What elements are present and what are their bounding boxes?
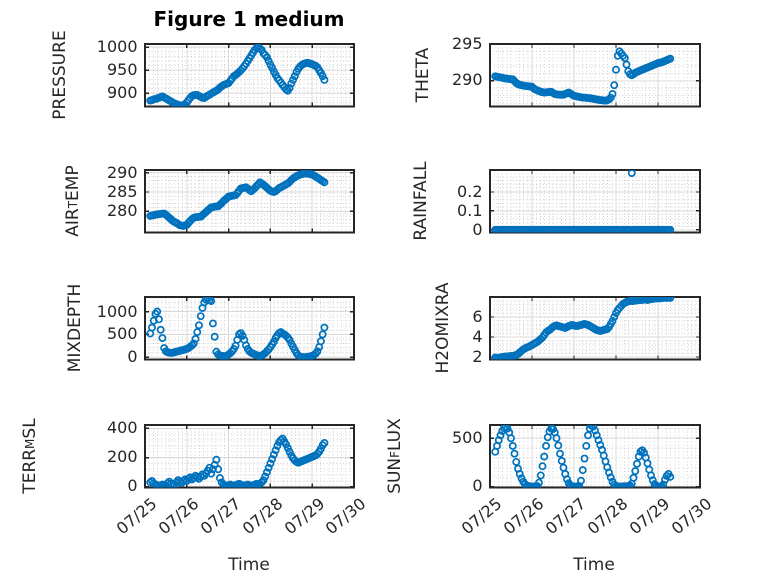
x-tick-label: 07/26 [154, 494, 203, 539]
x-tick-label: 07/28 [584, 494, 632, 539]
y-tick-label: 6 [472, 307, 483, 326]
figure-title: Figure 1 medium [153, 7, 345, 31]
ylabel-air-temp: AIR T EMP [63, 165, 83, 237]
y-tick-label: 285 [106, 181, 138, 201]
x-tick-label: 07/28 [238, 494, 287, 539]
y-tick-label: 290 [451, 70, 483, 90]
ylabel-mixdepth: MIXDEPTH [65, 283, 85, 373]
y-tick-label: 1000 [96, 36, 138, 56]
y-tick-label: 295 [451, 33, 483, 53]
y-tick-label: 0.2 [457, 181, 483, 201]
data-markers-h2omixra [490, 297, 674, 360]
y-tick-label: 280 [106, 201, 138, 221]
plot-canvas-theta [488, 42, 701, 107]
plot-canvas-pressure [143, 42, 355, 107]
data-markers-terr-msl [145, 434, 328, 487]
y-tick-label: 400 [106, 417, 138, 437]
y-tick-label: 2 [472, 347, 483, 366]
x-tick-label: 07/29 [626, 494, 674, 539]
xlabel-time-left: Time [228, 555, 270, 575]
y-tick-label: 950 [106, 59, 138, 79]
data-markers-mixdepth [145, 297, 328, 360]
ylabel-rainfall: RAINFALL [411, 161, 431, 241]
x-tick-label: 07/30 [668, 494, 716, 539]
data-markers-air-temp [145, 170, 328, 230]
data-markers-theta [490, 46, 674, 105]
x-tick-label: 07/27 [196, 494, 245, 539]
y-tick-label: 500 [451, 427, 483, 447]
x-tick-label: 07/25 [458, 494, 506, 539]
plot-canvas-rainfall [488, 169, 701, 234]
data-markers-rainfall [490, 170, 674, 233]
y-tick-label: 0 [127, 476, 138, 496]
y-tick-label: 900 [106, 82, 138, 102]
y-tick-label: 0 [127, 347, 138, 367]
x-tick-label: 07/25 [113, 494, 161, 539]
ylabel-sun-flux: SUN F LUX [385, 417, 405, 494]
y-tick-label: 290 [106, 162, 138, 182]
plot-canvas-h2omixra [488, 296, 701, 361]
plot-canvas-sun-flux [488, 423, 701, 488]
plot-canvas-mixdepth [143, 296, 355, 361]
data-markers-sun-flux [490, 424, 674, 487]
y-tick-label: 200 [106, 447, 138, 467]
y-tick-label: 0 [472, 219, 483, 239]
y-tick-label: 0 [472, 476, 483, 496]
ylabel-terr-msl: TERR M SL [20, 418, 40, 494]
ylabel-theta: THETA [413, 47, 433, 103]
x-tick-label: 07/27 [542, 494, 590, 539]
ylabel-pressure: PRESSURE [50, 30, 70, 120]
y-tick-label: 0.1 [457, 200, 483, 220]
x-tick-label: 07/29 [280, 494, 328, 539]
x-tick-label: 07/26 [500, 494, 548, 539]
ylabel-h2omixra: H2OMIXRA [433, 282, 453, 374]
plot-canvas-terr-msl [143, 423, 355, 488]
plot-canvas-air-temp [143, 169, 355, 234]
y-tick-label: 4 [472, 327, 483, 346]
xlabel-time-right: Time [573, 555, 615, 575]
x-tick-label: 07/30 [322, 494, 370, 539]
y-tick-label: 500 [106, 324, 138, 344]
data-markers-pressure [145, 43, 328, 106]
y-tick-label: 1000 [96, 301, 138, 321]
